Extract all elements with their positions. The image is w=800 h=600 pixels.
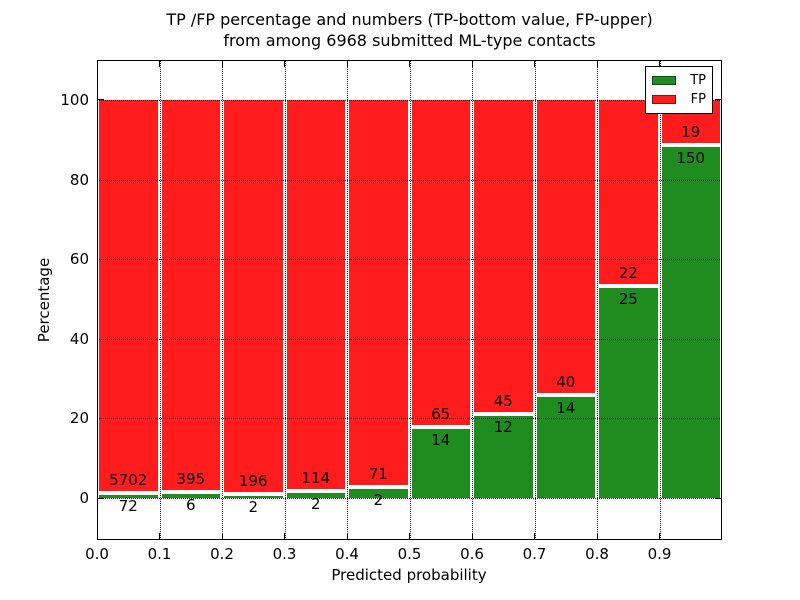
legend-item-tp: TP — [652, 73, 706, 88]
horizontal-gridline — [97, 338, 722, 340]
chart-title-line2: from among 6968 submitted ML-type contac… — [223, 31, 596, 50]
x-axis-label: Predicted probability — [331, 566, 487, 584]
x-tick-label: 0.8 — [585, 545, 609, 563]
fp-count-label: 40 — [556, 372, 576, 391]
bar-segment-fp — [409, 100, 472, 428]
vertical-gridline — [597, 60, 598, 540]
tp-count-label: 72 — [118, 497, 138, 516]
y-tick-label: 80 — [69, 170, 89, 189]
tp-count-label: 150 — [676, 148, 706, 167]
x-tick-label: 0.2 — [210, 545, 234, 563]
legend-label-fp: FP — [690, 92, 706, 107]
y-tick-label: 100 — [60, 91, 89, 109]
bar-segment-fp — [97, 100, 160, 494]
x-tick-label: 0.6 — [460, 545, 484, 563]
x-tick-label: 0.1 — [147, 545, 172, 563]
y-tick-mark — [98, 99, 104, 101]
y-tick-mark-right — [715, 99, 721, 101]
bar-segment-tp — [659, 144, 722, 498]
legend-label-tp: TP — [690, 73, 706, 88]
chart-title-line1: TP /FP percentage and numbers (TP-bottom… — [166, 10, 653, 29]
y-tick-label: 20 — [69, 409, 89, 428]
bar-segment-fp — [472, 100, 535, 415]
horizontal-gridline — [97, 179, 722, 181]
x-tick-label: 0.0 — [85, 545, 109, 563]
tp-count-label: 2 — [310, 495, 321, 514]
bar-segment-fp — [347, 100, 410, 488]
vertical-gridline — [222, 60, 223, 540]
horizontal-gridline — [97, 498, 722, 499]
x-tick-label: 0.9 — [647, 545, 672, 563]
chart-title: TP /FP percentage and numbers (TP-bottom… — [97, 9, 722, 51]
x-tick-mark — [96, 533, 98, 539]
x-tick-label: 0.7 — [522, 545, 547, 563]
x-tick-label: 0.5 — [397, 545, 422, 563]
bar-segment-fp — [597, 100, 660, 287]
horizontal-gridline — [97, 418, 722, 420]
fp-count-label: 114 — [301, 469, 331, 488]
tp-count-label: 14 — [431, 431, 451, 450]
fp-color-swatch — [652, 95, 676, 104]
fp-count-label: 22 — [618, 264, 638, 283]
fp-count-label: 45 — [493, 392, 513, 411]
horizontal-gridline — [97, 100, 722, 101]
fp-count-label: 71 — [368, 465, 388, 484]
fp-count-label: 196 — [238, 471, 268, 490]
tp-count-label: 14 — [556, 398, 576, 417]
vertical-gridline — [159, 60, 161, 540]
vertical-gridline — [409, 60, 411, 540]
tp-count-label: 12 — [493, 418, 513, 437]
fp-count-label: 19 — [681, 122, 701, 141]
vertical-gridline — [347, 60, 348, 540]
legend: TP FP — [645, 66, 713, 114]
x-tick-label: 0.3 — [272, 545, 297, 563]
y-tick-label: 40 — [69, 329, 89, 348]
y-tick-mark — [98, 497, 104, 499]
tp-count-label: 25 — [618, 290, 638, 309]
y-tick-label: 60 — [69, 250, 89, 269]
bar-segment-tp — [472, 414, 535, 498]
fp-count-label: 5702 — [109, 471, 148, 490]
x-tick-mark-top — [96, 61, 98, 67]
bar-segment-tp — [534, 394, 597, 498]
y-tick-mark-right — [715, 497, 721, 499]
vertical-gridline — [472, 60, 473, 540]
bar-segment-fp — [284, 100, 347, 492]
horizontal-gridline — [97, 259, 722, 261]
legend-item-fp: FP — [652, 92, 706, 107]
tp-count-label: 6 — [185, 496, 196, 515]
bar-segment-fp — [159, 100, 222, 493]
vertical-gridline — [534, 60, 536, 540]
vertical-gridline — [284, 60, 286, 540]
vertical-gridline — [659, 60, 661, 540]
bar-segment-fp — [222, 100, 285, 494]
y-tick-label: 0 — [79, 489, 89, 507]
tp-color-swatch — [652, 76, 676, 85]
tp-count-label: 2 — [373, 491, 384, 510]
bar-segment-fp — [534, 100, 597, 395]
bar-segment-tp — [409, 427, 472, 498]
fp-count-label: 395 — [176, 470, 206, 489]
y-axis-label: Percentage — [35, 257, 53, 343]
x-tick-label: 0.4 — [335, 545, 359, 563]
bar-segment-tp — [597, 286, 660, 498]
fp-count-label: 65 — [431, 405, 451, 424]
tp-count-label: 2 — [248, 497, 259, 516]
